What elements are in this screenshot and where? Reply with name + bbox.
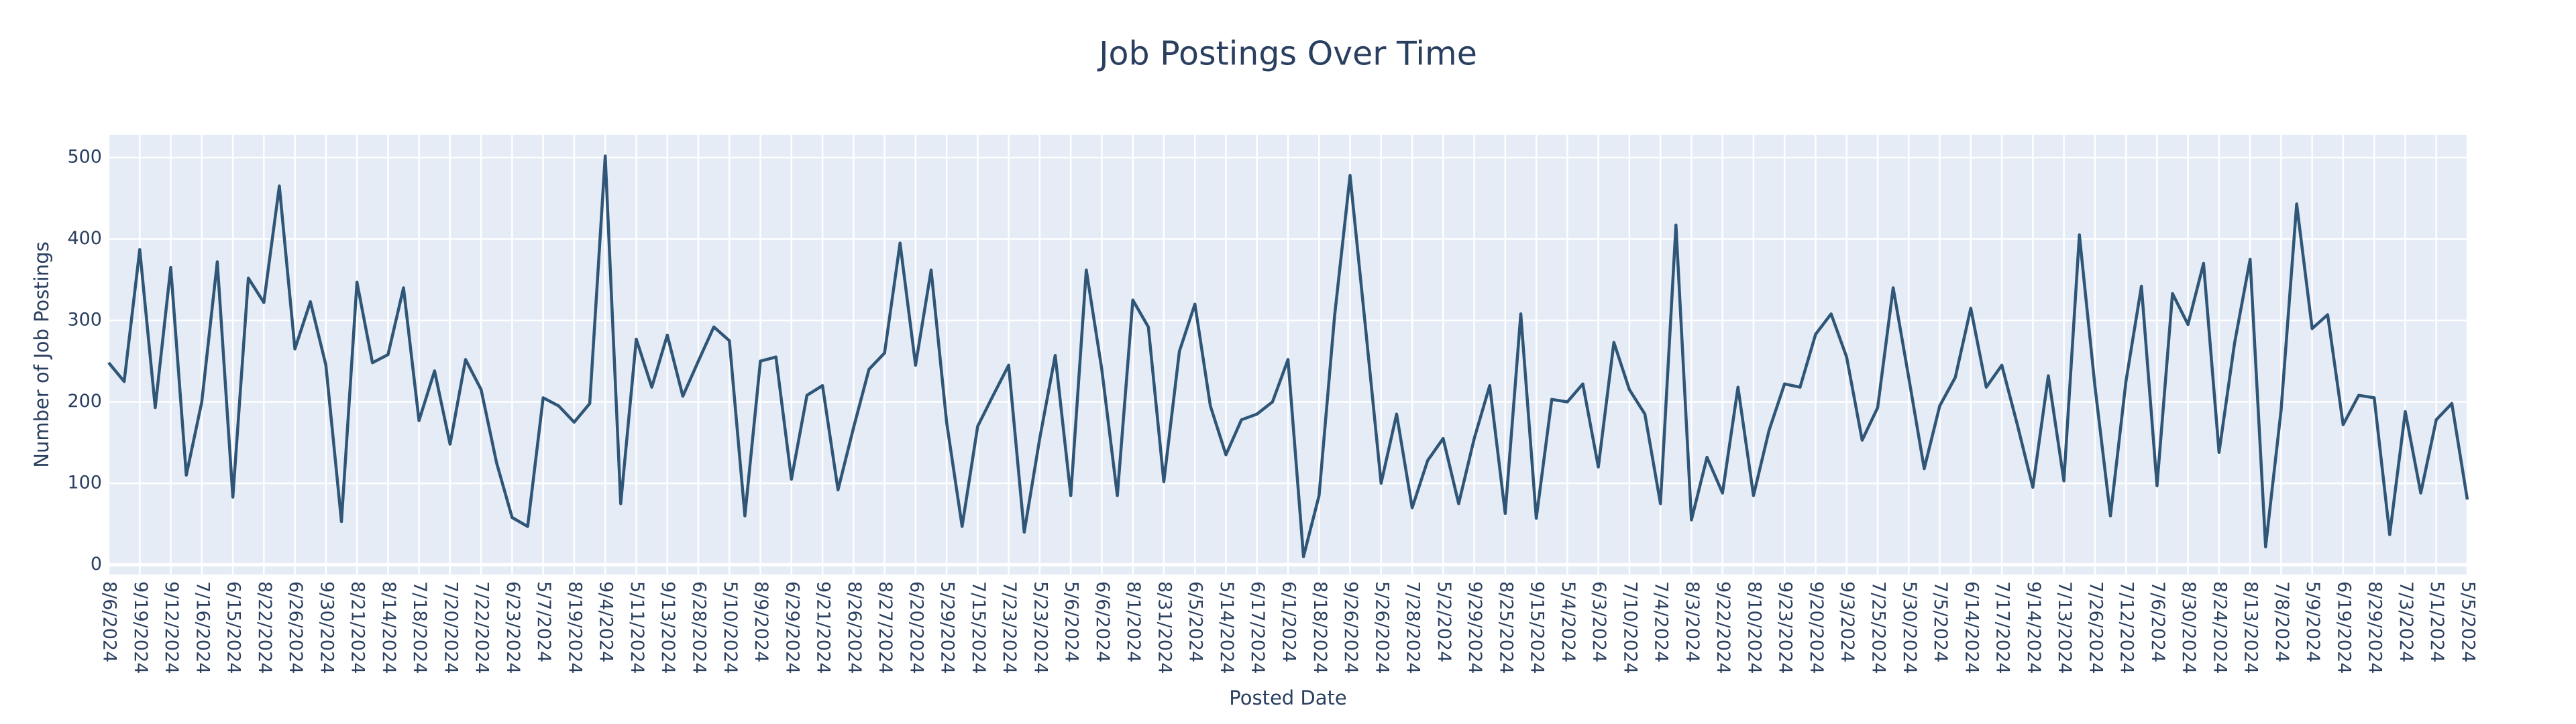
x-tick-label: 5/1/2024 (2426, 581, 2447, 662)
x-tick-label: 6/5/2024 (1185, 581, 1206, 662)
x-tick-label: 7/16/2024 (192, 581, 213, 674)
x-tick-label: 8/27/2024 (875, 581, 896, 674)
x-tick-label: 6/19/2024 (2333, 581, 2354, 674)
x-tick-label: 8/13/2024 (2241, 581, 2261, 674)
y-tick-label: 400 (67, 228, 102, 249)
x-tick-label: 9/14/2024 (2023, 581, 2044, 674)
x-tick-label: 9/23/2024 (1775, 581, 1796, 674)
x-tick-label: 5/6/2024 (1061, 581, 1082, 662)
x-tick-label: 9/13/2024 (657, 581, 678, 674)
x-tick-label: 7/18/2024 (409, 581, 430, 674)
x-tick-label: 6/15/2024 (223, 581, 244, 674)
x-tick-label: 8/31/2024 (1154, 581, 1175, 674)
x-tick-label: 6/26/2024 (285, 581, 306, 674)
x-tick-label: 5/5/2024 (2458, 581, 2479, 662)
x-tick-label: 5/9/2024 (2302, 581, 2323, 662)
x-tick-label: 6/1/2024 (1279, 581, 1299, 662)
x-tick-label: 9/21/2024 (813, 581, 834, 674)
x-tick-label: 6/14/2024 (1961, 581, 1982, 674)
y-axis-title: Number of Job Postings (30, 241, 53, 467)
x-tick-label: 5/30/2024 (1899, 581, 1920, 674)
x-axis-title: Posted Date (1229, 686, 1346, 709)
x-tick-label: 8/21/2024 (347, 581, 368, 674)
x-tick-label: 7/28/2024 (1403, 581, 1424, 674)
x-tick-label: 5/2/2024 (1434, 581, 1454, 662)
x-tick-label: 6/29/2024 (782, 581, 802, 674)
x-tick-label: 6/3/2024 (1589, 581, 1609, 662)
data-line (107, 154, 2469, 558)
x-tick-label: 8/19/2024 (564, 581, 585, 674)
y-tick-label: 0 (91, 554, 102, 575)
x-tick-label: 9/26/2024 (1340, 581, 1361, 674)
x-tick-label: 6/17/2024 (1247, 581, 1268, 674)
x-tick-label: 5/23/2024 (1030, 581, 1051, 674)
x-tick-label: 5/10/2024 (720, 581, 741, 674)
x-tick-label: 9/20/2024 (1806, 581, 1827, 674)
x-tick-label: 8/10/2024 (1743, 581, 1764, 674)
y-tick-label: 500 (67, 147, 102, 168)
chart-title: Job Postings Over Time (1097, 35, 1477, 73)
x-tick-label: 9/19/2024 (130, 581, 151, 674)
x-tick-label: 5/7/2024 (533, 581, 554, 662)
x-tick-label: 7/4/2024 (1651, 581, 1672, 662)
x-tick-label: 6/6/2024 (1092, 581, 1113, 662)
x-tick-label: 9/4/2024 (596, 581, 616, 662)
x-tick-label: 7/20/2024 (440, 581, 461, 674)
x-tick-label: 7/23/2024 (999, 581, 1020, 674)
x-tick-label: 8/29/2024 (2365, 581, 2385, 674)
x-tick-label: 5/26/2024 (1371, 581, 1392, 674)
x-tick-label: 8/1/2024 (1123, 581, 1144, 662)
x-tick-label: 6/20/2024 (906, 581, 926, 674)
x-tick-label: 8/30/2024 (2178, 581, 2199, 674)
x-tick-label: 7/10/2024 (1619, 581, 1640, 674)
x-tick-label: 8/6/2024 (99, 581, 120, 662)
x-tick-label: 7/15/2024 (968, 581, 989, 674)
x-tick-label: 7/17/2024 (1992, 581, 2013, 674)
x-tick-label: 9/30/2024 (316, 581, 337, 674)
x-tick-label: 6/28/2024 (689, 581, 710, 674)
y-tick-label: 100 (67, 472, 102, 493)
x-tick-label: 8/9/2024 (751, 581, 771, 662)
x-tick-label: 8/3/2024 (1682, 581, 1703, 662)
x-tick-label: 6/23/2024 (502, 581, 523, 674)
y-tick-label: 200 (67, 391, 102, 412)
x-tick-label: 8/22/2024 (254, 581, 275, 674)
x-tick-label: 8/18/2024 (1309, 581, 1330, 674)
x-tick-label: 9/29/2024 (1464, 581, 1485, 674)
x-tick-label: 5/29/2024 (937, 581, 958, 674)
x-tick-label: 8/14/2024 (378, 581, 399, 674)
x-tick-label: 9/12/2024 (161, 581, 182, 674)
x-tick-label: 7/26/2024 (2085, 581, 2106, 674)
x-tick-label: 5/4/2024 (1558, 581, 1578, 662)
x-tick-label: 7/6/2024 (2147, 581, 2168, 662)
x-tick-label: 7/3/2024 (2396, 581, 2416, 662)
x-tick-label: 5/14/2024 (1216, 581, 1237, 674)
x-tick-label: 8/25/2024 (1495, 581, 1516, 674)
x-tick-label: 5/11/2024 (627, 581, 647, 674)
x-tick-label: 7/25/2024 (1868, 581, 1889, 674)
x-tick-label: 7/13/2024 (2054, 581, 2075, 674)
x-tick-label: 8/24/2024 (2209, 581, 2230, 674)
x-tick-label: 9/15/2024 (1527, 581, 1548, 674)
x-tick-label: 7/12/2024 (2116, 581, 2137, 674)
x-tick-label: 7/22/2024 (472, 581, 492, 674)
y-tick-label: 300 (67, 309, 102, 330)
x-tick-label: 7/8/2024 (2271, 581, 2292, 662)
x-tick-label: 9/3/2024 (1837, 581, 1858, 662)
x-tick-label: 8/26/2024 (844, 581, 865, 674)
x-tick-label: 9/22/2024 (1713, 581, 1733, 674)
x-tick-label: 7/5/2024 (1930, 581, 1951, 662)
